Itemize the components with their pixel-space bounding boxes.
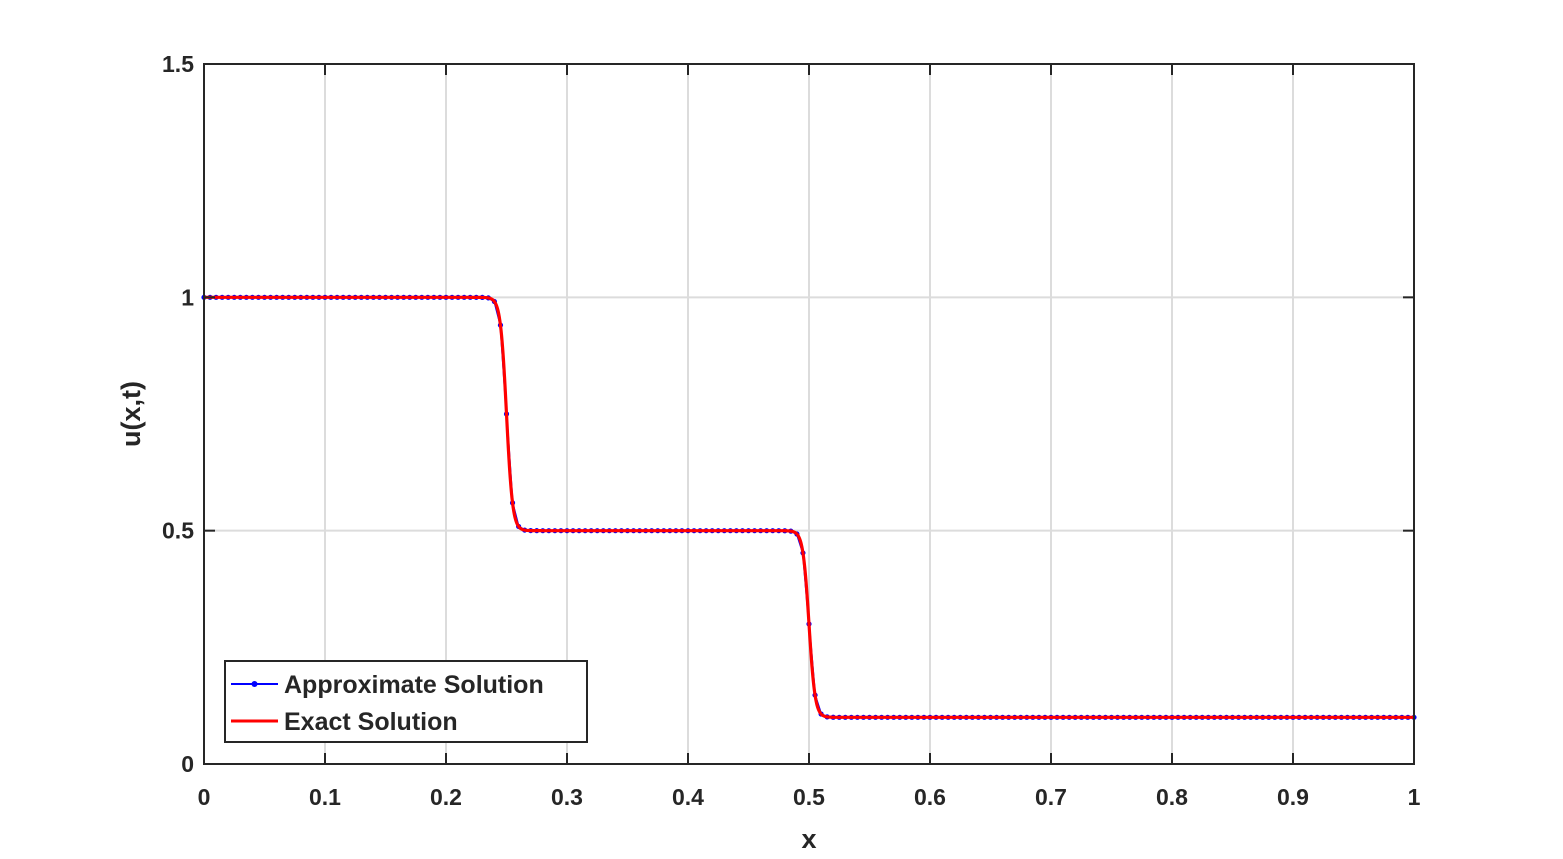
x-axis-label: x xyxy=(801,824,816,854)
x-tick-label: 0.3 xyxy=(551,784,583,810)
x-tick-label: 1 xyxy=(1408,784,1421,810)
x-tick-label: 0.9 xyxy=(1277,784,1309,810)
x-tick-label: 0.8 xyxy=(1156,784,1188,810)
grid-lines xyxy=(204,64,1414,764)
legend-exact-label: Exact Solution xyxy=(284,708,458,736)
y-tick-label: 0.5 xyxy=(162,518,194,544)
x-tick-label: 0.2 xyxy=(430,784,462,810)
y-tick-label: 1 xyxy=(181,284,194,310)
y-tick-labels: 0 0.5 1 1.5 xyxy=(162,51,194,777)
legend-box xyxy=(224,660,588,743)
legend-approximate-marker xyxy=(251,681,258,687)
x-tick-label: 0.4 xyxy=(672,784,704,810)
exact-solution-line xyxy=(204,295,1414,719)
y-tick-label: 0 xyxy=(181,751,194,777)
legend: Approximate Solution Exact Solution xyxy=(224,660,588,743)
legend-approximate-label: Approximate Solution xyxy=(284,671,544,699)
x-tick-label: 0 xyxy=(198,784,211,810)
x-tick-label: 0.6 xyxy=(914,784,946,810)
x-tick-label: 0.7 xyxy=(1035,784,1067,810)
x-tick-label: 0.5 xyxy=(793,784,825,810)
series-layer xyxy=(201,294,1417,720)
x-tick-labels: 0 0.1 0.2 0.3 0.4 0.5 0.6 0.7 0.8 0.9 1 xyxy=(198,784,1421,810)
y-axis-label: u(x,t) xyxy=(116,381,146,447)
x-tick-label: 0.1 xyxy=(309,784,341,810)
y-tick-label: 1.5 xyxy=(162,51,194,77)
ticks xyxy=(203,63,1415,765)
